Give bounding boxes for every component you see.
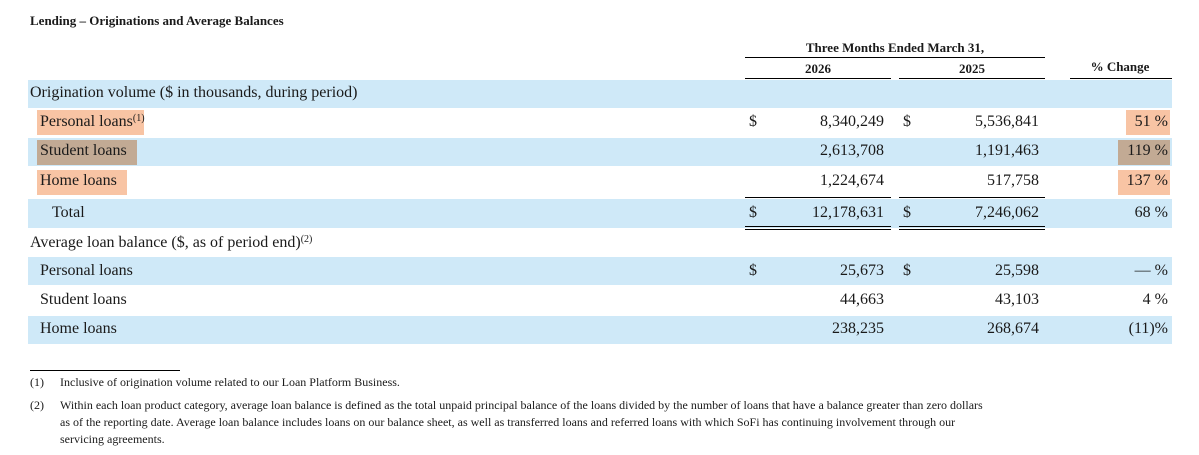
rule-2025 [899,78,1045,79]
origination-section-label: Origination volume ($ in thousands, duri… [30,84,358,101]
header-2025: 2025 [959,61,985,76]
subtotal-rule-2026 [745,197,891,198]
dollar-sign: $ [749,113,757,130]
personal-2025-value: 5,536,841 [975,113,1039,130]
personal-2026-value: 8,340,249 [820,113,884,130]
avg-home-2025: 268,674 [987,320,1039,337]
header-2026: 2026 [805,61,831,76]
period-header: Three Months Ended March 31, [805,40,985,55]
dollar-sign: $ [749,204,757,221]
avg-personal-label: Personal loans [40,262,133,279]
period-rule [745,57,1045,58]
footnote-ref-1: (1) [132,113,145,124]
band-total [28,199,1172,228]
band-avg-personal [28,257,1172,285]
footnote-ref-2: (2) [300,234,313,245]
double-rule-2026-b [745,229,891,230]
footnote-2-line-2: as of the reporting date. Average loan b… [60,415,956,429]
highlight-home-change [1118,170,1170,195]
highlight-student-change [1118,140,1170,165]
band-student-loans [28,138,1172,166]
student-loans-label: Student loans [40,142,127,159]
footnote-2-line-1: Within each loan product category, avera… [60,398,983,412]
avg-home-2026: 238,235 [832,320,884,337]
dollar-sign: $ [903,113,911,130]
highlight-personal-label [37,110,144,135]
home-loans-label: Home loans [40,172,117,189]
highlight-personal-change [1126,110,1170,135]
average-section-label: Average loan balance ($, as of period en… [30,234,313,251]
avg-home-change: (11)% [1128,320,1168,337]
highlight-student-label [37,140,137,165]
home-2026-value: 1,224,674 [820,172,884,189]
student-2025-value: 1,191,463 [975,142,1039,159]
student-2026-value: 2,613,708 [820,142,884,159]
double-rule-2025-a [899,226,1045,227]
dollar-sign: $ [903,204,911,221]
footnote-2-line-3: servicing agreements. [60,432,165,446]
total-2026-value: 12,178,631 [812,204,884,221]
footnote-1-number: (1) [30,375,44,389]
dollar-sign: $ [749,262,757,279]
dollar-sign: $ [903,262,911,279]
footnote-1-text: Inclusive of origination volume related … [60,375,400,389]
avg-student-2026: 44,663 [840,291,884,308]
highlight-home-label [37,170,127,195]
avg-student-2025: 43,103 [995,291,1039,308]
home-change: 137 % [1126,172,1168,189]
band-origination-header [28,80,1172,108]
personal-change: 51 % [1134,113,1168,130]
rule-2026 [745,78,891,79]
subtotal-rule-2025 [899,197,1045,198]
total-2025-value: 7,246,062 [975,204,1039,221]
avg-student-label: Student loans [40,291,127,308]
avg-home-label: Home loans [40,320,117,337]
home-2025-value: 517,758 [987,172,1039,189]
footnote-2-number: (2) [30,398,44,412]
student-change: 119 % [1127,142,1168,159]
table-title: Lending – Originations and Average Balan… [30,13,284,28]
double-rule-2026-a [745,226,891,227]
band-avg-home [28,316,1172,344]
avg-personal-change: — % [1134,262,1168,279]
header-pct-change: % Change [1090,59,1150,74]
footnote-separator [30,370,180,371]
total-label: Total [52,204,85,221]
total-change: 68 % [1134,204,1168,221]
avg-student-change: 4 % [1142,291,1168,308]
avg-personal-2025: 25,598 [995,262,1039,279]
double-rule-2025-b [899,229,1045,230]
personal-loans-label: Personal loans(1) [40,113,145,130]
rule-pct [1070,78,1172,79]
avg-personal-2026: 25,673 [840,262,884,279]
